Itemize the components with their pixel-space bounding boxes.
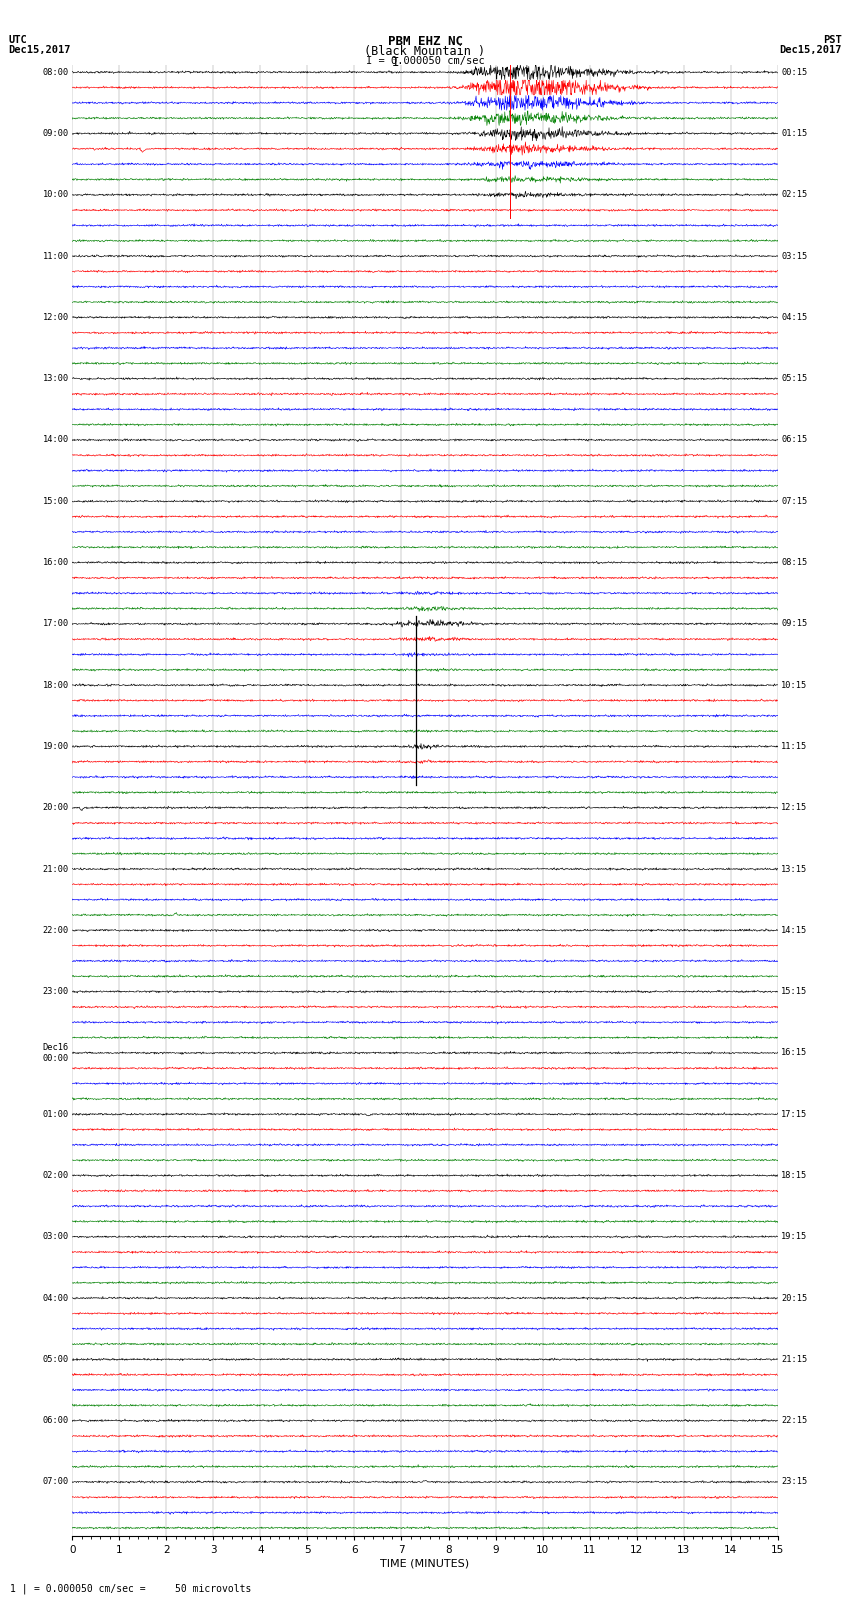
Text: Dec15,2017: Dec15,2017: [8, 45, 71, 55]
Text: 17:15: 17:15: [781, 1110, 807, 1119]
Text: 03:15: 03:15: [781, 252, 807, 261]
Text: 13:15: 13:15: [781, 865, 807, 874]
Text: 01:15: 01:15: [781, 129, 807, 139]
Text: 18:00: 18:00: [42, 681, 69, 690]
X-axis label: TIME (MINUTES): TIME (MINUTES): [381, 1558, 469, 1569]
Text: UTC: UTC: [8, 35, 27, 45]
Text: 22:15: 22:15: [781, 1416, 807, 1426]
Text: 08:15: 08:15: [781, 558, 807, 568]
Text: 16:00: 16:00: [42, 558, 69, 568]
Text: I: I: [392, 56, 399, 69]
Text: 17:00: 17:00: [42, 619, 69, 629]
Text: 09:00: 09:00: [42, 129, 69, 139]
Text: 23:15: 23:15: [781, 1478, 807, 1487]
Text: 03:00: 03:00: [42, 1232, 69, 1242]
Text: 00:15: 00:15: [781, 68, 807, 77]
Text: 10:15: 10:15: [781, 681, 807, 690]
Text: 21:00: 21:00: [42, 865, 69, 874]
Text: 19:15: 19:15: [781, 1232, 807, 1242]
Text: 11:15: 11:15: [781, 742, 807, 752]
Text: 20:15: 20:15: [781, 1294, 807, 1303]
Text: 01:00: 01:00: [42, 1110, 69, 1119]
Text: 12:00: 12:00: [42, 313, 69, 323]
Text: 07:00: 07:00: [42, 1478, 69, 1487]
Text: 07:15: 07:15: [781, 497, 807, 506]
Text: 06:15: 06:15: [781, 436, 807, 445]
Text: 04:15: 04:15: [781, 313, 807, 323]
Text: 23:00: 23:00: [42, 987, 69, 997]
Text: 05:15: 05:15: [781, 374, 807, 384]
Text: 09:15: 09:15: [781, 619, 807, 629]
Text: 11:00: 11:00: [42, 252, 69, 261]
Text: 02:15: 02:15: [781, 190, 807, 200]
Text: PBM EHZ NC: PBM EHZ NC: [388, 35, 462, 48]
Text: PST: PST: [823, 35, 842, 45]
Text: Dec16
00:00: Dec16 00:00: [42, 1044, 69, 1063]
Text: 19:00: 19:00: [42, 742, 69, 752]
Text: 14:00: 14:00: [42, 436, 69, 445]
Text: 18:15: 18:15: [781, 1171, 807, 1181]
Text: Dec15,2017: Dec15,2017: [779, 45, 842, 55]
Text: (Black Mountain ): (Black Mountain ): [365, 45, 485, 58]
Text: 1 |: 1 |: [10, 1582, 28, 1594]
Text: 04:00: 04:00: [42, 1294, 69, 1303]
Text: 20:00: 20:00: [42, 803, 69, 813]
Text: 08:00: 08:00: [42, 68, 69, 77]
Text: 22:00: 22:00: [42, 926, 69, 936]
Text: 14:15: 14:15: [781, 926, 807, 936]
Text: 13:00: 13:00: [42, 374, 69, 384]
Text: 02:00: 02:00: [42, 1171, 69, 1181]
Text: 15:15: 15:15: [781, 987, 807, 997]
Text: = 0.000050 cm/sec =     50 microvolts: = 0.000050 cm/sec = 50 microvolts: [34, 1584, 252, 1594]
Text: 15:00: 15:00: [42, 497, 69, 506]
Text: 05:00: 05:00: [42, 1355, 69, 1365]
Text: 12:15: 12:15: [781, 803, 807, 813]
Text: 21:15: 21:15: [781, 1355, 807, 1365]
Text: 06:00: 06:00: [42, 1416, 69, 1426]
Text: 10:00: 10:00: [42, 190, 69, 200]
Text: I = 0.000050 cm/sec: I = 0.000050 cm/sec: [366, 56, 484, 66]
Text: 16:15: 16:15: [781, 1048, 807, 1058]
